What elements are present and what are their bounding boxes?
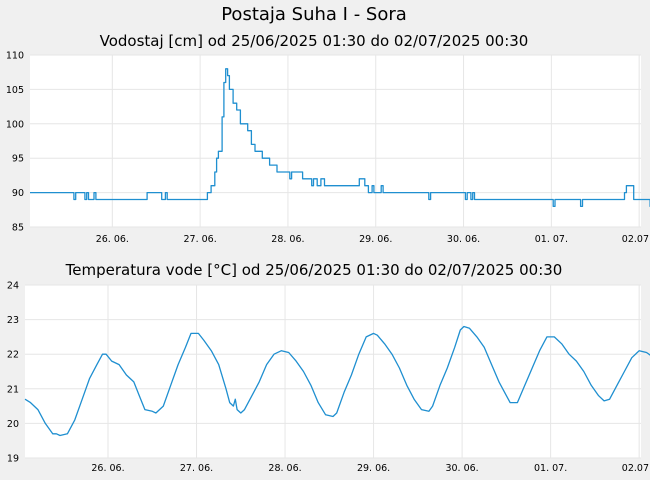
series-line-2-1 (24, 325, 650, 437)
chart-title-2: Temperatura vode [°C] od 25/06/2025 01:3… (65, 261, 563, 279)
y-tick-label: 24 (7, 281, 19, 292)
plot-area-2 (25, 285, 641, 458)
x-tick-label: 30. 06. (445, 463, 478, 474)
y-tick-label: 22 (7, 350, 19, 361)
y-tick-label: 95 (12, 154, 24, 165)
x-tick-label: 27. 06. (180, 463, 213, 474)
x-tick-label: 28. 06. (271, 234, 304, 245)
x-tick-label: 26. 06. (91, 463, 124, 474)
plot-area-1 (30, 55, 641, 227)
x-tick-label: 01. 07. (535, 234, 568, 245)
x-tick-label: 30. 06. (447, 234, 480, 245)
x-tick-label: 02.07 (622, 234, 649, 245)
y-tick-label: 85 (12, 223, 24, 234)
x-tick-label: 27. 06. (184, 234, 217, 245)
x-tick-label: 26. 06. (96, 234, 129, 245)
main-title: Postaja Suha I - Sora (221, 4, 407, 25)
y-tick-label: 110 (6, 51, 24, 62)
y-tick-label: 19 (7, 454, 19, 465)
y-tick-label: 90 (12, 188, 24, 199)
y-tick-label: 100 (6, 119, 24, 130)
y-tick-label: 105 (6, 85, 24, 96)
x-tick-label: 29. 06. (359, 234, 392, 245)
x-tick-label: 28. 06. (268, 463, 301, 474)
y-tick-label: 23 (7, 315, 19, 326)
chart-title-1: Vodostaj [cm] od 25/06/2025 01:30 do 02/… (100, 32, 529, 50)
x-tick-label: 02.07 (622, 463, 649, 474)
x-tick-label: 01. 07. (534, 463, 567, 474)
y-tick-label: 20 (7, 419, 19, 430)
series-line-1-1 (30, 68, 650, 208)
x-tick-label: 29. 06. (357, 463, 390, 474)
y-tick-label: 21 (7, 384, 19, 395)
